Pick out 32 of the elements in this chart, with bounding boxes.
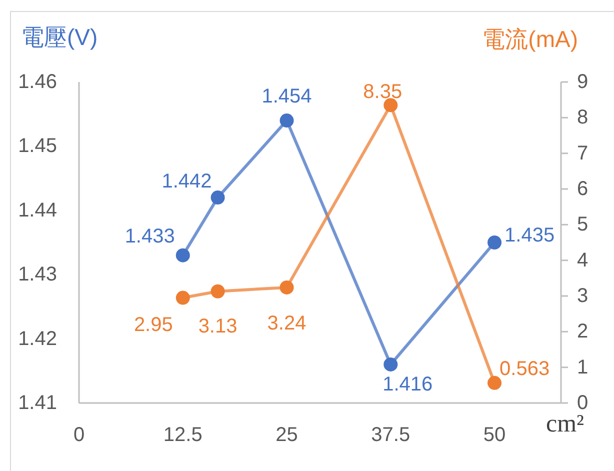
y2-tick-label: 6 [577, 178, 588, 200]
data-label: 1.435 [504, 224, 555, 246]
y2-axis-title: 電流(mA) [482, 26, 578, 52]
data-label: 1.442 [162, 170, 212, 193]
y-tick-label: 1.41 [18, 392, 57, 414]
y2-tick-label: 7 [577, 142, 588, 164]
data-label: 8.35 [363, 81, 402, 104]
data-label: 2.95 [134, 314, 173, 336]
x-tick-label: 12.5 [163, 424, 202, 446]
data-label: 3.24 [267, 312, 306, 334]
y2-tick-label: 2 [577, 320, 588, 343]
x-tick-label: 25 [276, 424, 298, 446]
y2-tick-label: 8 [577, 106, 588, 129]
y-tick-label: 1.43 [18, 264, 57, 286]
y2-tick-label: 5 [577, 214, 588, 236]
y2-tick-label: 9 [577, 71, 588, 93]
y-tick-label: 1.44 [18, 199, 57, 222]
data-label: 1.433 [124, 225, 175, 248]
x-tick-label: 37.5 [371, 424, 410, 446]
y-tick-label: 1.45 [18, 135, 57, 158]
y-tick-label: 1.42 [18, 328, 57, 350]
data-label: 1.454 [262, 86, 312, 108]
y-tick-label: 1.46 [18, 71, 57, 93]
data-label: 3.13 [198, 315, 238, 338]
y2-tick-label: 1 [577, 356, 588, 378]
data-label: 1.416 [382, 373, 433, 396]
y2-tick-label: 4 [577, 249, 588, 272]
x-tick-label: 50 [483, 424, 506, 446]
x-tick-label: 0 [73, 424, 85, 446]
y2-tick-label: 3 [577, 285, 588, 307]
y-axis-title: 電壓(V) [21, 24, 98, 50]
data-label: 0.563 [500, 358, 550, 380]
